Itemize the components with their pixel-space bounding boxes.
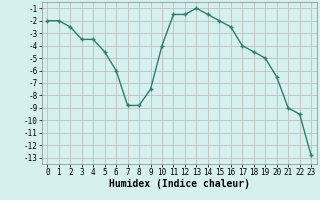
X-axis label: Humidex (Indice chaleur): Humidex (Indice chaleur) — [109, 179, 250, 189]
